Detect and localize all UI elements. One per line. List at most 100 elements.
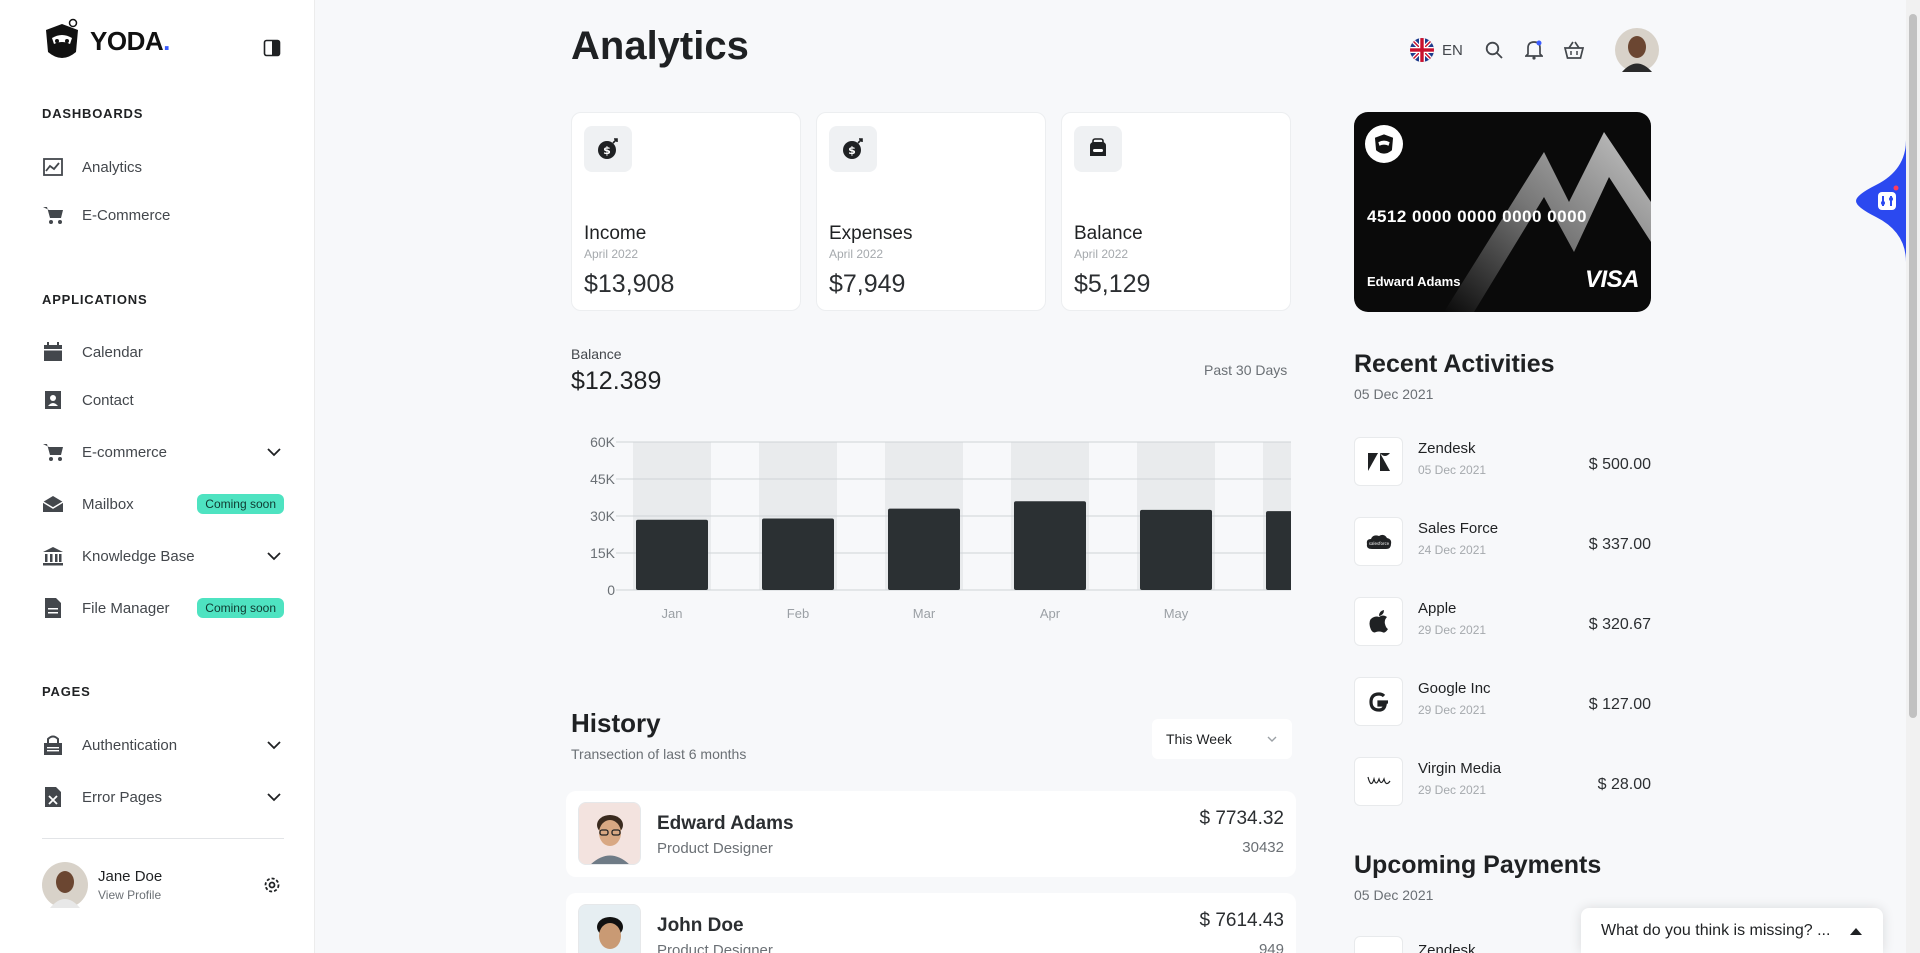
- activity-date: 24 Dec 2021: [1418, 543, 1487, 557]
- svg-text:$: $: [603, 144, 611, 157]
- avatar: [42, 862, 88, 908]
- chart-bar: [762, 518, 834, 590]
- stat-period: April 2022: [584, 247, 639, 261]
- mail-icon: [42, 493, 64, 515]
- stat-period: April 2022: [829, 247, 884, 261]
- profile-name: Jane Doe: [98, 868, 163, 885]
- sidebar-item-ecommerce[interactable]: E-commerce: [42, 437, 284, 467]
- sidebar-item-calendar[interactable]: Calendar: [42, 337, 284, 367]
- bell-icon[interactable]: [1523, 39, 1545, 61]
- section-title-applications: APPLICATIONS: [42, 292, 148, 307]
- search-icon[interactable]: [1483, 39, 1505, 61]
- google-icon: [1354, 677, 1403, 726]
- income-card: $ Income April 2022 $13,908: [571, 112, 801, 311]
- sidebar-item-mailbox[interactable]: Mailbox Coming soon: [42, 489, 284, 519]
- list-item[interactable]: Apple 29 Dec 2021 $ 320.67: [1354, 597, 1651, 647]
- page-title: Analytics: [571, 24, 749, 68]
- transaction-amount: $ 7614.43: [1199, 910, 1284, 931]
- table-row[interactable]: Edward Adams Product Designer $ 7734.32 …: [566, 791, 1296, 877]
- sidebar-toggle-icon[interactable]: [263, 39, 281, 57]
- list-item[interactable]: Google Inc 29 Dec 2021 $ 127.00: [1354, 677, 1651, 727]
- stat-value: $5,129: [1074, 270, 1151, 298]
- stat-title: Expenses: [829, 223, 913, 244]
- y-tick-label: 60K: [590, 434, 616, 450]
- y-tick-label: 15K: [590, 545, 616, 561]
- feedback-widget[interactable]: What do you think is missing? ...: [1581, 908, 1883, 953]
- uk-flag-icon: [1410, 38, 1434, 62]
- activity-company: Virgin Media: [1418, 760, 1502, 777]
- salesforce-icon: salesforce: [1354, 517, 1403, 566]
- upcoming-payments-title: Upcoming Payments: [1354, 851, 1602, 879]
- sidebar-item-label: Knowledge Base: [82, 547, 195, 565]
- x-tick-label: Jan: [662, 606, 683, 621]
- customizer-toggle[interactable]: [1856, 140, 1906, 262]
- x-tick-label: Apr: [1040, 606, 1061, 621]
- sidebar-item-authentication[interactable]: Authentication: [42, 730, 284, 760]
- sidebar-item-label: Authentication: [82, 736, 178, 754]
- activity-date: 29 Dec 2021: [1418, 703, 1487, 717]
- y-tick-label: 30K: [590, 508, 616, 524]
- view-profile-link[interactable]: View Profile: [98, 888, 162, 902]
- sidebar-item-knowledge-base[interactable]: Knowledge Base: [42, 541, 284, 571]
- yoda-logo-icon: [46, 18, 78, 58]
- sidebar-item-contact[interactable]: Contact: [42, 385, 284, 415]
- chevron-down-icon: [267, 552, 281, 561]
- gear-icon[interactable]: [262, 875, 282, 895]
- contact-icon: [42, 389, 64, 411]
- zendesk-icon: [1354, 437, 1403, 486]
- page-scrollbar[interactable]: [1906, 0, 1920, 953]
- sidebar-item-label: Calendar: [82, 343, 143, 361]
- expenses-card: $ Expenses April 2022 $7,949: [816, 112, 1046, 311]
- sidebar-item-file-manager[interactable]: File Manager Coming soon: [42, 593, 284, 623]
- language-selector[interactable]: EN: [1410, 38, 1463, 62]
- recent-activities-date: 05 Dec 2021: [1354, 386, 1434, 402]
- file-icon: [42, 597, 64, 619]
- activity-amount: $ 28.00: [1597, 776, 1651, 793]
- history-subtitle: Transection of last 6 months: [571, 746, 747, 762]
- stat-value: $7,949: [829, 270, 906, 298]
- table-row[interactable]: John Doe Product Designer $ 7614.43 949: [566, 893, 1296, 953]
- brand-logo[interactable]: YODA.: [42, 18, 170, 64]
- stat-value: $13,908: [584, 270, 675, 298]
- chart-bar: [888, 508, 960, 590]
- sidebar-item-label: File Manager: [82, 599, 170, 617]
- sidebar-item-error-pages[interactable]: Error Pages: [42, 782, 284, 812]
- transaction-number: 949: [1258, 941, 1284, 953]
- scrollbar-thumb[interactable]: [1909, 14, 1917, 718]
- chevron-down-icon: [267, 448, 281, 457]
- chevron-down-icon: [267, 741, 281, 750]
- card-number: 4512 0000 0000 0000 0000: [1367, 207, 1587, 226]
- list-item[interactable]: Zendesk 05 Dec 2021 $ 500.00: [1354, 437, 1651, 487]
- language-code: EN: [1442, 41, 1463, 59]
- select-value: This Week: [1166, 731, 1232, 747]
- sidebar-item-label: Error Pages: [82, 788, 163, 806]
- person-name: Edward Adams: [657, 813, 794, 834]
- chart-bar: [1266, 511, 1291, 590]
- user-profile[interactable]: Jane Doe View Profile: [42, 862, 284, 908]
- avatar[interactable]: [1614, 28, 1659, 72]
- sidebar-item-ecommerce-dashboard[interactable]: E-Commerce: [42, 200, 284, 230]
- activity-company: Zendesk: [1418, 440, 1476, 457]
- list-item[interactable]: Virgin Media 29 Dec 2021 $ 28.00: [1354, 757, 1651, 807]
- x-tick-label: Feb: [787, 606, 809, 621]
- money-bag-icon: $: [829, 126, 877, 172]
- activity-date: 29 Dec 2021: [1418, 783, 1487, 797]
- apple-icon: [1354, 597, 1403, 646]
- bank-icon: [42, 545, 64, 567]
- lock-icon: [42, 734, 64, 756]
- x-tick-label: May: [1164, 606, 1189, 621]
- svg-text:salesforce: salesforce: [1368, 541, 1389, 546]
- history-period-select[interactable]: This Week: [1152, 719, 1292, 759]
- activity-company: Sales Force: [1418, 520, 1499, 537]
- chart-bar: [1014, 501, 1086, 590]
- upcoming-company: Zendesk: [1418, 942, 1476, 953]
- avatar: [578, 802, 641, 865]
- list-item[interactable]: salesforce Sales Force 24 Dec 2021 $ 337…: [1354, 517, 1651, 567]
- period-filter[interactable]: Past 30 Days: [1204, 362, 1288, 378]
- person-role: Product Designer: [657, 840, 773, 857]
- sidebar-item-analytics[interactable]: Analytics: [42, 152, 284, 182]
- balance-value: $12.389: [571, 367, 662, 395]
- basket-icon[interactable]: [1563, 39, 1585, 61]
- credit-card[interactable]: 4512 0000 0000 0000 0000 Edward Adams VI…: [1354, 112, 1651, 312]
- recent-activities-title: Recent Activities: [1354, 350, 1555, 378]
